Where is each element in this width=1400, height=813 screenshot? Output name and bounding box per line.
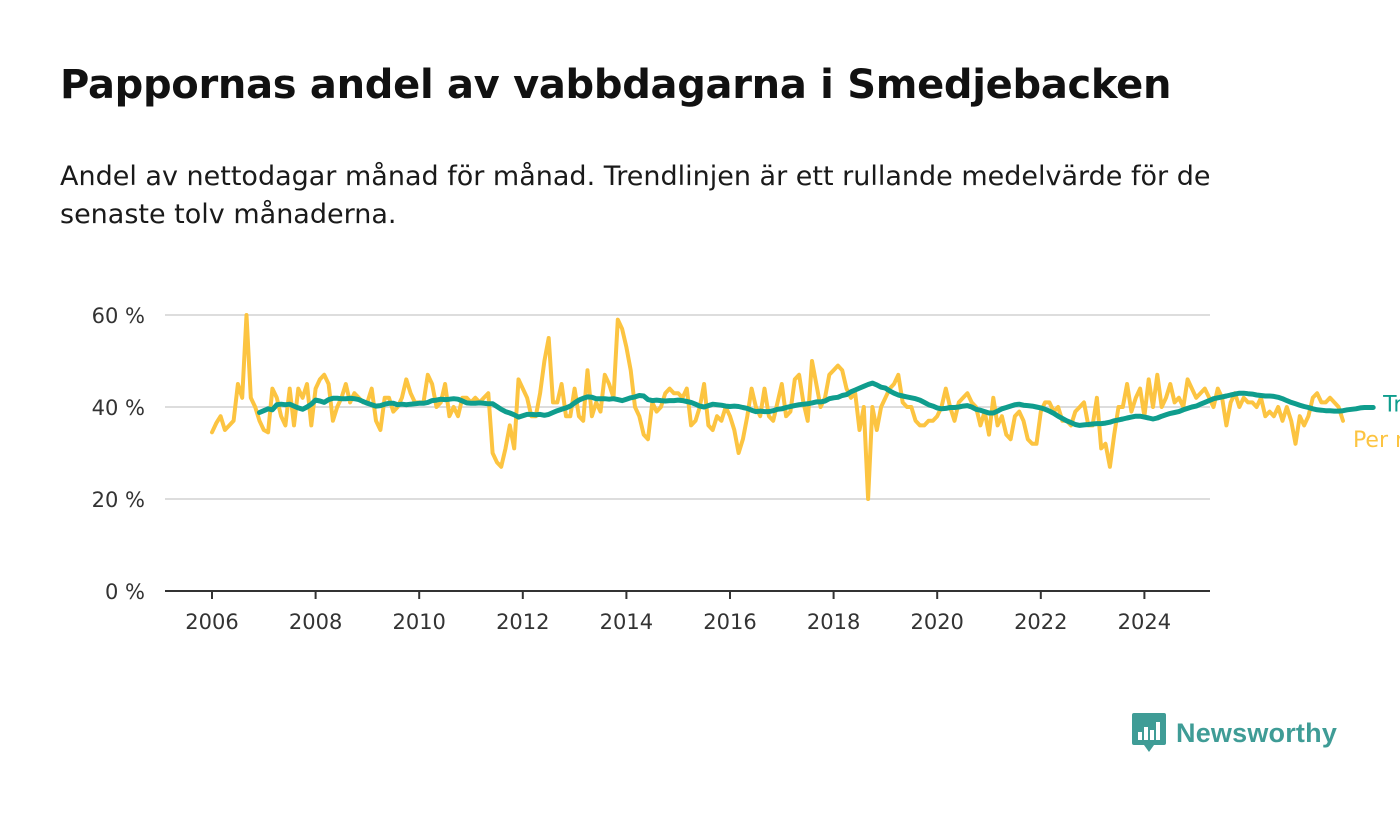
x-tick-label: 2008: [289, 610, 342, 634]
y-tick-label: 20 %: [92, 488, 145, 512]
x-tick-label: 2006: [185, 610, 238, 634]
x-tick-label: 2010: [392, 610, 445, 634]
y-axis-tick-labels: 0 % 20 % 40 % 60 %: [92, 304, 145, 604]
y-tick-label: 0 %: [105, 580, 145, 604]
y-tick-label: 40 %: [92, 396, 145, 420]
x-tick-label: 2014: [600, 610, 653, 634]
x-tick-label: 2020: [910, 610, 963, 634]
y-tick-label: 60 %: [92, 304, 145, 328]
series-labels: Per månad Trend: [1353, 392, 1400, 452]
series-line-0: [210, 313, 1345, 501]
x-tick-label: 2018: [807, 610, 860, 634]
series-label: Per månad: [1353, 427, 1400, 453]
newsworthy-logo-text: Newsworthy: [1176, 717, 1338, 748]
chart-subtitle: Andel av nettodagar månad för månad. Tre…: [60, 161, 1211, 230]
series-line-1: [257, 380, 1376, 428]
series-lines: [210, 313, 1376, 501]
newsworthy-logo: Newsworthy: [1132, 712, 1337, 754]
chart-title: Pappornas andel av vabbdagarna i Smedjeb…: [60, 62, 1172, 108]
x-tick-label: 2012: [496, 610, 549, 634]
x-tick-label: 2022: [1014, 610, 1067, 634]
series-label: Trend: [1382, 392, 1400, 417]
newsworthy-logo-icon: [1132, 713, 1166, 752]
x-axis: 2006 2008 2010 2012 2014 2016 2018 2020 2022 2024: [165, 590, 1210, 634]
x-tick-label: 2024: [1118, 610, 1171, 634]
x-tick-label: 2016: [703, 610, 756, 634]
